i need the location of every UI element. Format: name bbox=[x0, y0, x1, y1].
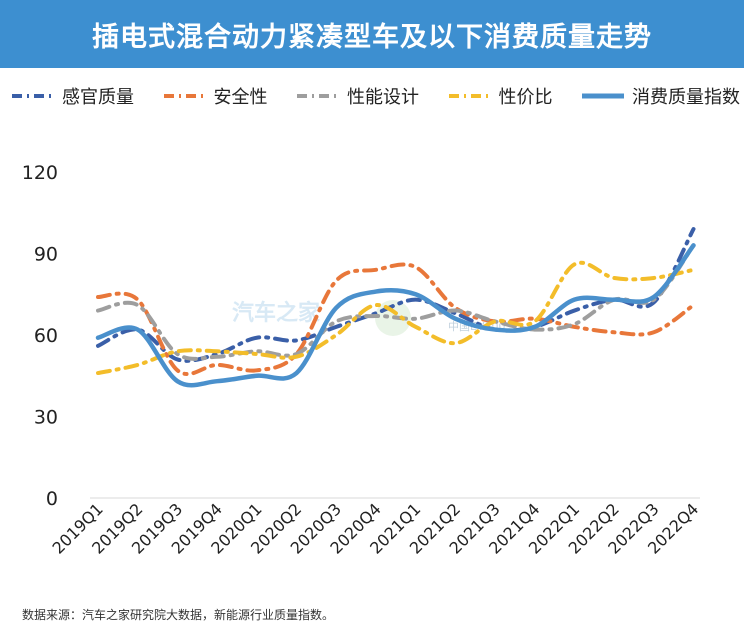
series-line-performance-design bbox=[96, 243, 696, 361]
y-tick-label: 30 bbox=[34, 407, 58, 429]
legend-label-safety: 安全性 bbox=[213, 87, 268, 108]
legend-item-quality-index: 消费质量指数 bbox=[580, 83, 740, 109]
legend-swatch-safety bbox=[163, 94, 206, 98]
legend-label-performance-design: 性能设计 bbox=[347, 87, 419, 108]
series-line-cost-performance bbox=[96, 260, 696, 376]
x-axis-ticks: 2019Q12019Q22019Q32019Q42020Q12020Q22020… bbox=[48, 499, 702, 557]
legend-label-quality-index: 消费质量指数 bbox=[632, 87, 740, 108]
legend: 感官质量 安全性 性能设计 性价比 消费质量指数 bbox=[10, 80, 740, 112]
legend-item-performance-design: 性能设计 bbox=[295, 83, 419, 109]
watermark-text: 汽车之家 bbox=[232, 300, 321, 326]
legend-swatch-sensory-quality bbox=[12, 94, 54, 98]
legend-swatch-cost-performance bbox=[448, 94, 491, 98]
y-tick-label: 90 bbox=[34, 244, 58, 266]
legend-swatch-performance-design bbox=[297, 94, 339, 98]
legend-swatch-quality-index bbox=[582, 93, 624, 99]
legend-item-safety: 安全性 bbox=[162, 83, 268, 109]
series-line-sensory-quality bbox=[96, 227, 696, 363]
chart-title-banner: 插电式混合动力紧凑型车及以下消费质量走势 bbox=[0, 0, 744, 68]
y-axis-ticks: 0 30 60 90 120 bbox=[22, 162, 58, 510]
y-tick-label: 0 bbox=[46, 488, 58, 510]
legend-item-sensory-quality: 感官质量 bbox=[10, 83, 134, 109]
source-note: 数据来源：汽车之家研究院大数据，新能源行业质量指数。 bbox=[22, 608, 335, 622]
series-layer bbox=[95, 227, 696, 388]
legend-item-cost-performance: 性价比 bbox=[447, 83, 553, 109]
chart-title: 插电式混合动力紧凑型车及以下消费质量走势 bbox=[92, 21, 652, 53]
y-tick-label: 60 bbox=[34, 325, 58, 347]
series-line-safety bbox=[96, 262, 696, 377]
y-tick-label: 120 bbox=[22, 162, 58, 184]
legend-label-cost-performance: 性价比 bbox=[498, 87, 553, 108]
legend-label-sensory-quality: 感官质量 bbox=[62, 87, 134, 108]
series-line-quality-index bbox=[95, 243, 696, 388]
